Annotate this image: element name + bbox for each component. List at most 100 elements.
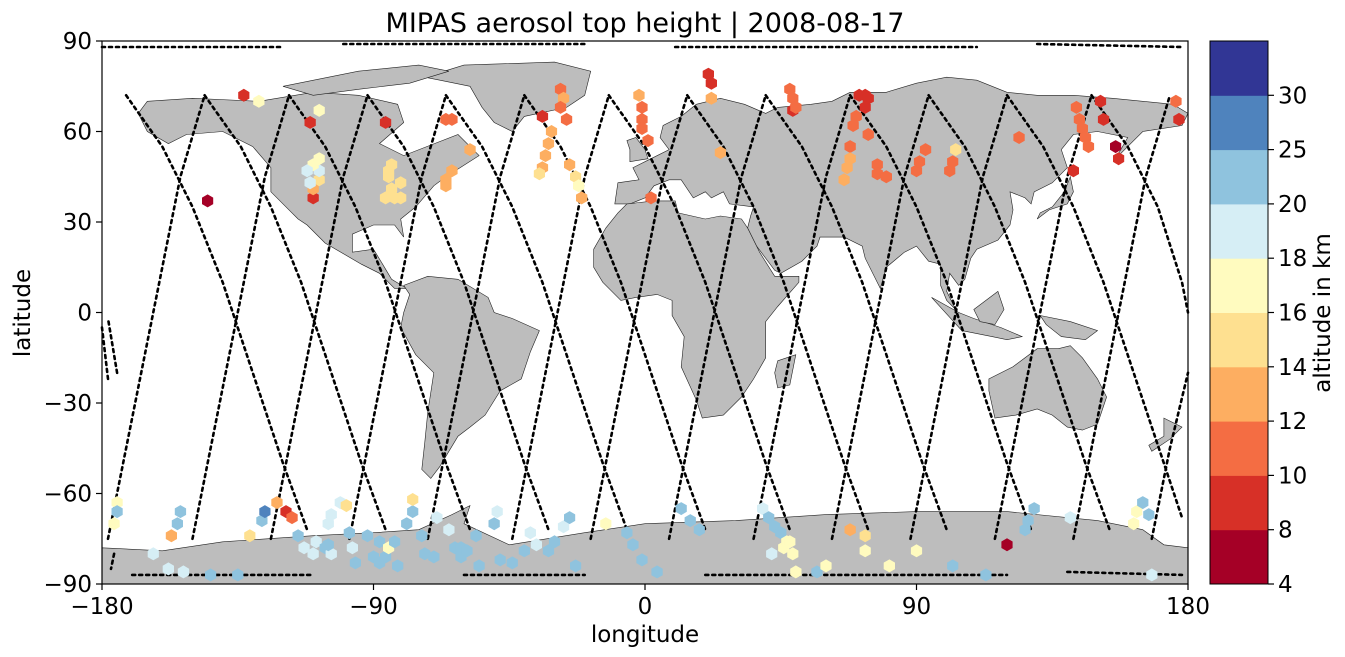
map-plot-area — [100, 40, 1190, 585]
orbit-track — [366, 94, 550, 532]
aerosol-point — [325, 508, 337, 522]
y-tick-label: 90 — [63, 29, 92, 55]
aerosol-point — [506, 556, 518, 570]
aerosol-point — [947, 155, 959, 169]
aerosol-point — [675, 502, 687, 516]
land-borneo — [973, 290, 1005, 325]
aerosol-point — [820, 559, 832, 573]
aerosol-point — [950, 143, 962, 157]
aerosol-point — [202, 194, 214, 208]
aerosol-point — [307, 191, 319, 205]
aerosol-point — [304, 116, 316, 129]
aerosol-point — [1146, 568, 1158, 582]
aerosol-point — [841, 161, 853, 175]
aerosol-point — [536, 109, 549, 123]
aerosol-point — [980, 568, 992, 582]
aerosol-point — [645, 191, 657, 205]
aerosol-point — [416, 529, 428, 543]
aerosol-point — [379, 191, 392, 205]
colorbar-bin — [1210, 95, 1268, 151]
y-tick-label: 60 — [63, 120, 92, 146]
aerosol-point — [636, 122, 648, 135]
aerosol-point — [1131, 505, 1143, 519]
orbit-track — [348, 94, 448, 541]
y-axis-label: latitude — [10, 269, 36, 357]
orbit-track — [1150, 371, 1190, 541]
y-tick-label: −30 — [43, 391, 92, 417]
aerosol-point — [111, 505, 123, 519]
aerosol-point — [428, 550, 440, 564]
aerosol-point — [443, 523, 455, 537]
aerosol-point — [787, 547, 799, 561]
aerosol-point — [636, 553, 648, 567]
aerosol-point — [545, 125, 558, 138]
colorbar-tick-label: 18 — [1278, 246, 1307, 272]
aerosol-point — [395, 191, 407, 205]
aerosol-point — [298, 541, 310, 555]
aerosol-point — [238, 88, 250, 102]
x-tick-label: 180 — [1166, 594, 1210, 620]
aerosol-point — [871, 167, 883, 181]
orbit-track — [830, 94, 930, 541]
colorbar-tick-label: 8 — [1278, 518, 1293, 544]
colorbar-tick-label: 25 — [1278, 138, 1307, 164]
aerosol-point — [844, 140, 856, 154]
aerosol-point — [557, 520, 570, 534]
orbit-track — [426, 94, 526, 541]
land-uk — [626, 137, 649, 163]
aerosol-point — [913, 155, 926, 169]
aerosol-point — [440, 173, 452, 187]
aerosol-point — [763, 511, 775, 525]
aerosol-point — [301, 164, 313, 178]
aerosol-point — [766, 547, 778, 561]
y-axis-ticks: −90 −60 −30 0 30 60 90 — [43, 29, 102, 598]
aerosol-point — [244, 529, 256, 543]
colorbar-tick-label: 4 — [1278, 572, 1293, 598]
aerosol-point — [395, 176, 407, 190]
aerosol-point — [165, 529, 177, 543]
aerosol-point — [600, 517, 612, 531]
colorbar-ticks: 4 8 10 12 14 16 18 20 25 30 — [1268, 83, 1307, 598]
aerosol-point — [361, 529, 374, 543]
aerosol-point — [373, 535, 386, 549]
aerosol-point — [1001, 538, 1013, 552]
aerosol-point — [1110, 140, 1122, 154]
aerosol-point — [147, 547, 159, 561]
aerosol-point — [1022, 514, 1034, 528]
land-greenland — [424, 61, 592, 132]
aerosol-point — [859, 100, 871, 114]
aerosol-point — [847, 119, 859, 132]
chart-title: MIPAS aerosol top height | 2008-08-17 — [386, 8, 905, 39]
aerosol-point — [910, 544, 923, 558]
orbit-track — [203, 94, 387, 532]
aerosol-point — [1070, 100, 1082, 114]
colorbar-bin — [1210, 203, 1268, 259]
orbit-track — [100, 326, 110, 381]
colorbar-bin — [1210, 258, 1268, 313]
land-australia — [988, 345, 1107, 431]
aerosol-point — [292, 529, 304, 543]
aerosol-point — [651, 565, 663, 579]
aerosol-point — [401, 517, 413, 531]
aerosol-point — [838, 173, 850, 187]
colorbar-bin — [1210, 529, 1268, 585]
aerosol-point — [171, 517, 183, 531]
aerosol-point — [1013, 131, 1025, 144]
aerosol-point — [313, 103, 325, 117]
aerosol-point — [811, 565, 823, 579]
aerosol-point — [642, 134, 654, 148]
aerosol-point — [757, 502, 769, 516]
orbit-track — [1035, 42, 1184, 49]
aerosol-point — [636, 112, 648, 126]
aerosol-point — [304, 176, 316, 190]
aerosol-point — [1128, 517, 1140, 531]
orbit-track — [1066, 570, 1184, 577]
aerosol-point — [491, 505, 503, 519]
orbit-track — [752, 94, 852, 541]
orbit-track — [993, 94, 1093, 541]
aerosol-point — [1064, 511, 1076, 525]
aerosol-point — [446, 164, 458, 178]
aerosol-point — [636, 100, 648, 114]
aerosol-points — [108, 67, 1185, 582]
aerosol-point — [259, 505, 271, 519]
